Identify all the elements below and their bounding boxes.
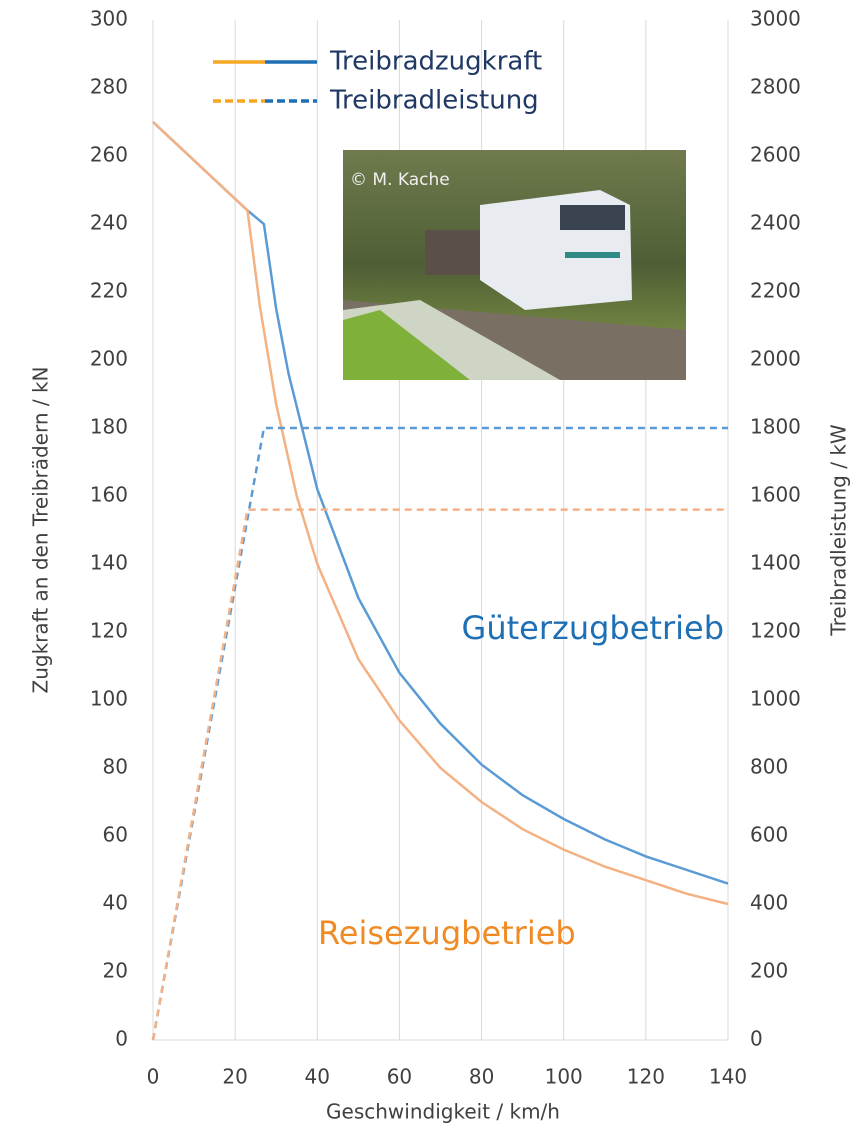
y2-tick-label: 1000 xyxy=(750,687,801,711)
annotation: Güterzugbetrieb xyxy=(462,609,724,647)
y-tick-label: 160 xyxy=(90,483,128,507)
y-tick-label: 200 xyxy=(90,347,128,371)
y-tick-label: 0 xyxy=(115,1027,128,1051)
y2-tick-label: 800 xyxy=(750,755,788,779)
x-tick-label: 60 xyxy=(387,1065,412,1089)
y2-tick-label: 2400 xyxy=(750,211,801,235)
y-tick-label: 300 xyxy=(90,7,128,31)
x-tick-label: 120 xyxy=(627,1065,665,1089)
x-tick-label: 20 xyxy=(222,1065,247,1089)
y2-tick-label: 2000 xyxy=(750,347,801,371)
y2-tick-label: 2800 xyxy=(750,75,801,99)
y-tick-label: 220 xyxy=(90,279,128,303)
y2-tick-label: 1800 xyxy=(750,415,801,439)
y2-tick-label: 0 xyxy=(750,1027,763,1051)
photo: © M. Kache xyxy=(343,150,686,380)
y-tick-label: 140 xyxy=(90,551,128,575)
y-tick-label: 60 xyxy=(103,823,128,847)
y-tick-label: 280 xyxy=(90,75,128,99)
y-tick-label: 20 xyxy=(103,959,128,983)
y-tick-label: 80 xyxy=(103,755,128,779)
photo-credit: © M. Kache xyxy=(350,170,450,190)
annotation: Reisezugbetrieb xyxy=(318,914,576,952)
legend-label: Treibradzugkraft xyxy=(329,47,542,77)
y-tick-label: 120 xyxy=(90,619,128,643)
y-tick-label: 240 xyxy=(90,211,128,235)
series-line xyxy=(153,510,728,1040)
x-tick-label: 40 xyxy=(305,1065,330,1089)
y2-tick-label: 200 xyxy=(750,959,788,983)
x-tick-label: 0 xyxy=(147,1065,160,1089)
y-tick-label: 100 xyxy=(90,687,128,711)
y-tick-label: 40 xyxy=(103,891,128,915)
y2-tick-label: 1400 xyxy=(750,551,801,575)
x-tick-label: 80 xyxy=(469,1065,494,1089)
y2-tick-label: 2600 xyxy=(750,143,801,167)
x-tick-label: 140 xyxy=(709,1065,747,1089)
y2-tick-label: 1200 xyxy=(750,619,801,643)
x-tick-label: 100 xyxy=(545,1065,583,1089)
y-tick-label: 180 xyxy=(90,415,128,439)
y2-axis-title: Treibradleistung / kW xyxy=(827,424,851,637)
legend-label: Treibradleistung xyxy=(329,86,539,116)
chart: © M. Kache Geschwindigkeit / km/h Zugkra… xyxy=(0,0,868,1132)
y-axis-title: Zugkraft an den Treibrädern / kN xyxy=(29,367,53,694)
y2-tick-label: 3000 xyxy=(750,7,801,31)
y2-tick-label: 2200 xyxy=(750,279,801,303)
y2-tick-label: 1600 xyxy=(750,483,801,507)
x-axis-title: Geschwindigkeit / km/h xyxy=(326,1100,560,1124)
y2-tick-label: 600 xyxy=(750,823,788,847)
y2-tick-label: 400 xyxy=(750,891,788,915)
y-tick-label: 260 xyxy=(90,143,128,167)
